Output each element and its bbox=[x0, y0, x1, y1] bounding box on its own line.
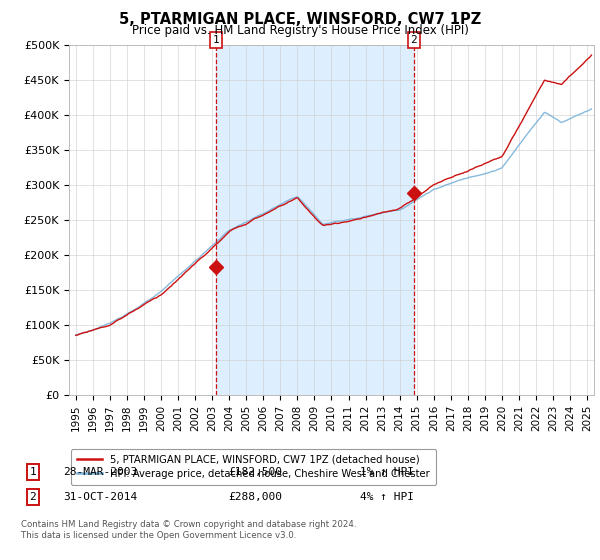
Text: Price paid vs. HM Land Registry's House Price Index (HPI): Price paid vs. HM Land Registry's House … bbox=[131, 24, 469, 36]
Text: Contains HM Land Registry data © Crown copyright and database right 2024.: Contains HM Land Registry data © Crown c… bbox=[21, 520, 356, 529]
Text: 5, PTARMIGAN PLACE, WINSFORD, CW7 1PZ: 5, PTARMIGAN PLACE, WINSFORD, CW7 1PZ bbox=[119, 12, 481, 27]
Legend: 5, PTARMIGAN PLACE, WINSFORD, CW7 1PZ (detached house), HPI: Average price, deta: 5, PTARMIGAN PLACE, WINSFORD, CW7 1PZ (d… bbox=[71, 449, 436, 485]
Text: 2: 2 bbox=[29, 492, 37, 502]
Bar bbox=[216, 45, 414, 395]
Text: 1: 1 bbox=[29, 467, 37, 477]
Text: £182,500: £182,500 bbox=[228, 467, 282, 477]
Text: 28-MAR-2003: 28-MAR-2003 bbox=[63, 467, 137, 477]
Text: 1% ↑ HPI: 1% ↑ HPI bbox=[360, 467, 414, 477]
Text: 31-OCT-2014: 31-OCT-2014 bbox=[63, 492, 137, 502]
Text: £288,000: £288,000 bbox=[228, 492, 282, 502]
Text: 4% ↑ HPI: 4% ↑ HPI bbox=[360, 492, 414, 502]
Text: 2: 2 bbox=[410, 35, 417, 45]
Text: 1: 1 bbox=[213, 35, 220, 45]
Text: This data is licensed under the Open Government Licence v3.0.: This data is licensed under the Open Gov… bbox=[21, 531, 296, 540]
